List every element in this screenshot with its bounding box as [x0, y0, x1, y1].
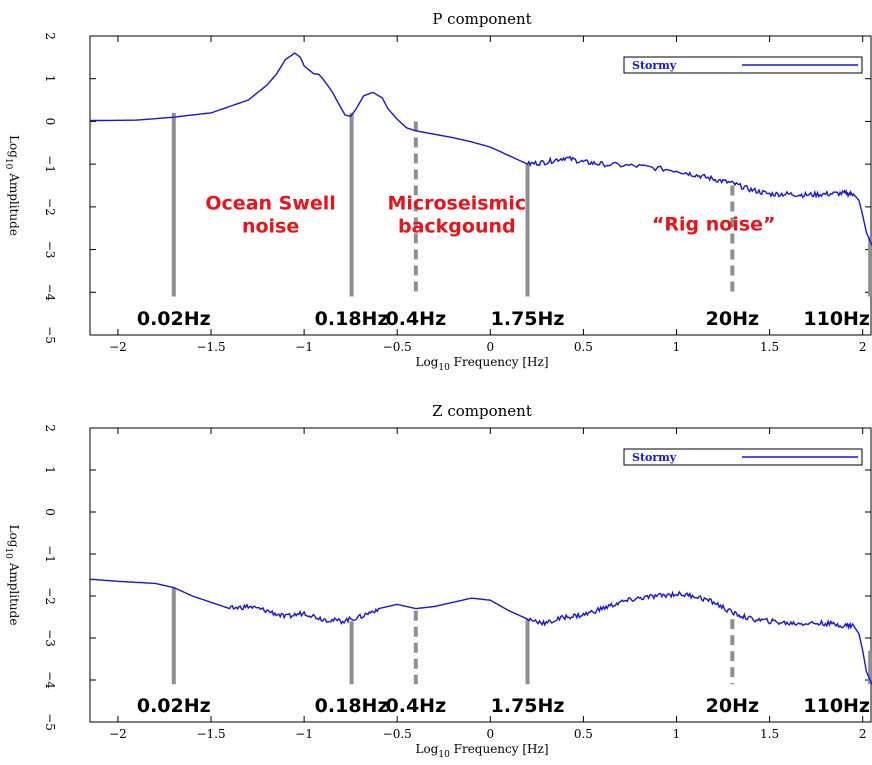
region-annotation: backgound — [398, 215, 516, 237]
region-annotation: noise — [242, 215, 299, 237]
region-annotation: “Rig noise” — [652, 213, 776, 235]
series-line-stormy — [89, 52, 872, 246]
x-tick-label: −1 — [295, 340, 313, 354]
y-axis-label: Log10 Amplitude — [3, 135, 21, 236]
frequency-marker-label: 0.18Hz — [315, 695, 389, 717]
y-tick-label: −3 — [43, 629, 57, 647]
x-tick-label: 0.5 — [574, 340, 593, 354]
frequency-marker-label: 20Hz — [706, 308, 759, 330]
x-tick-label: 0 — [486, 340, 494, 354]
frequency-marker-label: 0.02Hz — [137, 695, 211, 717]
x-tick-label: −0.5 — [383, 340, 412, 354]
y-axis-label: Log10 Amplitude — [3, 525, 21, 626]
frequency-marker-label: 0.18Hz — [315, 308, 389, 330]
plot-frame — [89, 35, 872, 336]
x-tick-label: −1.5 — [196, 340, 225, 354]
frequency-marker-label: 1.75Hz — [491, 308, 565, 330]
legend: Stormy — [623, 56, 863, 74]
x-tick-label: 0 — [486, 727, 494, 741]
legend: Stormy — [623, 448, 863, 466]
y-tick-label: 0 — [43, 508, 57, 516]
legend-label: Stormy — [632, 451, 677, 464]
x-tick-label: 1 — [673, 727, 681, 741]
legend-label: Stormy — [632, 59, 677, 72]
panel-p-component: P component −2 −1.5 −1 −0.5 0 0.5 1 1.5 2 −5 −4 −3 −2… — [3, 10, 872, 373]
y-tick-label: −1 — [43, 545, 57, 563]
y-tick-label: −4 — [43, 283, 57, 301]
series-line-stormy — [89, 578, 872, 685]
x-axis-label: Log10 Frequency [Hz] — [415, 355, 548, 373]
chart-title: P component — [432, 10, 531, 28]
panel-z-component: Z component −2 −1.5 −1 −0.5 0 0.5 1 1.5 2 −5 −4 −3 −2… — [3, 402, 872, 760]
x-tick-label: −0.5 — [383, 727, 412, 741]
y-tick-label: 1 — [43, 75, 57, 83]
frequency-marker-label: 20Hz — [706, 695, 759, 717]
y-tick-label: 2 — [43, 32, 57, 40]
x-axis-label: Log10 Frequency [Hz] — [415, 742, 548, 760]
y-tick-label: −1 — [43, 155, 57, 173]
x-tick-label: 2 — [859, 340, 867, 354]
x-tick-label: −1 — [295, 727, 313, 741]
x-tick-label: −2 — [109, 340, 127, 354]
x-tick-label: −2 — [109, 727, 127, 741]
y-tick-label: −3 — [43, 241, 57, 259]
y-tick-label: −5 — [43, 326, 57, 344]
x-tick-label: 2 — [859, 727, 867, 741]
chart-title: Z component — [432, 402, 532, 420]
x-tick-label: 1.5 — [760, 727, 779, 741]
region-annotation: Ocean Swell — [205, 192, 335, 214]
x-tick-label: 1 — [673, 340, 681, 354]
frequency-marker-label: 0.02Hz — [137, 308, 211, 330]
y-tick-label: 0 — [43, 118, 57, 126]
frequency-marker-label: 0.4Hz — [386, 308, 447, 330]
frequency-marker-label: 110Hz — [803, 695, 870, 717]
y-tick-label: −2 — [43, 198, 57, 216]
y-tick-label: −2 — [43, 587, 57, 605]
frequency-marker-label: 1.75Hz — [491, 695, 565, 717]
y-tick-label: 1 — [43, 466, 57, 474]
x-tick-label: 0.5 — [574, 727, 593, 741]
frequency-marker-label: 110Hz — [803, 308, 870, 330]
region-annotation: Microseismic — [387, 192, 526, 214]
x-tick-label: 1.5 — [760, 340, 779, 354]
plot-frame — [89, 427, 872, 723]
y-tick-label: 2 — [43, 424, 57, 432]
y-tick-label: −4 — [43, 671, 57, 689]
y-tick-label: −5 — [43, 713, 57, 731]
frequency-marker-label: 0.4Hz — [386, 695, 447, 717]
x-tick-label: −1.5 — [196, 727, 225, 741]
